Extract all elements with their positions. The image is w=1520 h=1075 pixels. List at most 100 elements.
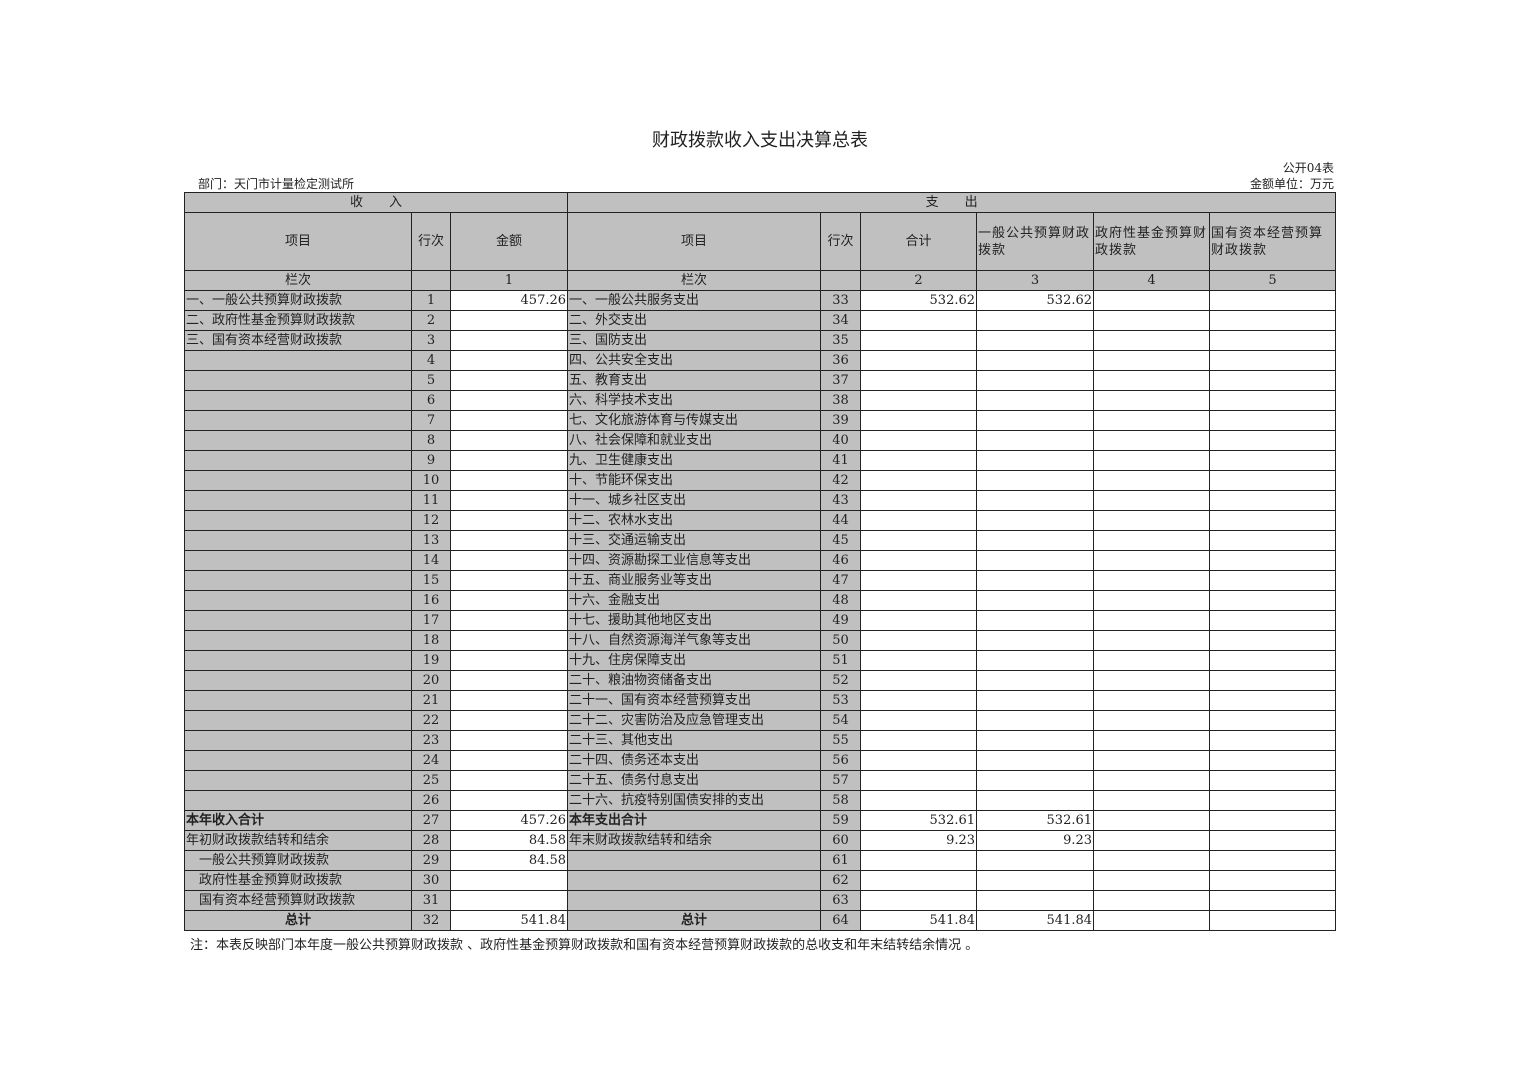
- expense-general-cell: [976, 470, 1095, 491]
- expense-fund-cell: [1093, 770, 1211, 791]
- income-amount-cell: [449, 790, 569, 811]
- col-num-4: 4: [1093, 270, 1211, 291]
- expense-general-cell: [976, 390, 1095, 411]
- income-item-cell: 国有资本经营预算财政拨款: [184, 890, 412, 911]
- income-line-cell: 16: [411, 590, 451, 611]
- expense-general-cell: [976, 590, 1095, 611]
- expense-total-cell: [860, 430, 978, 451]
- expense-line-cell: 52: [820, 670, 862, 691]
- income-item-cell: 总计: [184, 910, 412, 931]
- expense-total-cell: [860, 330, 978, 351]
- expense-item-cell: 二十六、抗疫特别国债安排的支出: [567, 790, 822, 811]
- income-amount-cell: [449, 510, 569, 531]
- expense-state-cell: [1209, 670, 1337, 691]
- table-row: 13 十三、交通运输支出 45: [184, 530, 1337, 551]
- col-fund: 政府性基金预算财政拨款: [1093, 212, 1211, 271]
- footnote: 注：本表反映部门本年度一般公共预算财政拨款 、政府性基金预算财政拨款和国有资本经…: [190, 938, 979, 953]
- expense-line-cell: 54: [820, 710, 862, 731]
- expense-line-cell: 51: [820, 650, 862, 671]
- table-row: 本年收入合计 27 457.26 本年支出合计 59 532.61 532.61: [184, 810, 1337, 831]
- table-row: 6 六、科学技术支出 38: [184, 390, 1337, 411]
- income-line-cell: 3: [411, 330, 451, 351]
- income-line-cell: 10: [411, 470, 451, 491]
- unit-label: 金额单位：万元: [1249, 177, 1334, 191]
- expense-state-cell: [1209, 890, 1337, 911]
- expense-fund-cell: [1093, 430, 1211, 451]
- expense-item-cell: 二十五、债务付息支出: [567, 770, 822, 791]
- table-row: 11 十一、城乡社区支出 43: [184, 490, 1337, 511]
- expense-line-cell: 64: [820, 910, 862, 931]
- expense-total-cell: [860, 510, 978, 531]
- expense-general-cell: [976, 710, 1095, 731]
- expense-item-cell: 十七、援助其他地区支出: [567, 610, 822, 631]
- income-line-cell: 22: [411, 710, 451, 731]
- table-row: 25 二十五、债务付息支出 57: [184, 770, 1337, 791]
- col-num-1: 1: [449, 270, 569, 291]
- expense-line-cell: 56: [820, 750, 862, 771]
- expense-total-cell: [860, 550, 978, 571]
- expense-fund-cell: [1093, 470, 1211, 491]
- income-item-cell: [184, 570, 412, 591]
- income-item-cell: [184, 510, 412, 531]
- income-amount-cell: [449, 630, 569, 651]
- expense-general-cell: 532.62: [976, 290, 1095, 311]
- expense-line-cell: 43: [820, 490, 862, 511]
- income-amount-cell: [449, 450, 569, 471]
- col-amount: 金额: [449, 212, 569, 271]
- expense-general-cell: [976, 430, 1095, 451]
- income-line-cell: 5: [411, 370, 451, 391]
- income-amount-cell: [449, 570, 569, 591]
- expense-total-cell: [860, 530, 978, 551]
- income-item-cell: [184, 630, 412, 651]
- income-line-cell: 23: [411, 730, 451, 751]
- expense-line-cell: 38: [820, 390, 862, 411]
- income-item-cell: [184, 710, 412, 731]
- expense-item-cell: 二十四、债务还本支出: [567, 750, 822, 771]
- expense-item-cell: 十四、资源勘探工业信息等支出: [567, 550, 822, 571]
- expense-fund-cell: [1093, 530, 1211, 551]
- expense-item-cell: 五、教育支出: [567, 370, 822, 391]
- expense-line-cell: 46: [820, 550, 862, 571]
- expense-fund-cell: [1093, 610, 1211, 631]
- expense-general-cell: [976, 550, 1095, 571]
- expense-total-cell: [860, 750, 978, 771]
- income-amount-cell: 457.26: [449, 290, 569, 311]
- table-row: 14 十四、资源勘探工业信息等支出 46: [184, 550, 1337, 571]
- expense-item-cell: 总计: [567, 910, 822, 931]
- income-amount-cell: [449, 370, 569, 391]
- table-row: 7 七、文化旅游体育与传媒支出 39: [184, 410, 1337, 431]
- table-row: 三、国有资本经营财政拨款 3 三、国防支出 35: [184, 330, 1337, 351]
- income-amount-cell: [449, 750, 569, 771]
- expense-state-cell: [1209, 650, 1337, 671]
- income-amount-cell: 84.58: [449, 830, 569, 851]
- expense-general-cell: 541.84: [976, 910, 1095, 931]
- expense-general-cell: [976, 510, 1095, 531]
- income-line-cell: 6: [411, 390, 451, 411]
- expense-line-cell: 50: [820, 630, 862, 651]
- income-amount-cell: [449, 330, 569, 351]
- table-row: 18 十八、自然资源海洋气象等支出 50: [184, 630, 1337, 651]
- expense-state-cell: [1209, 850, 1337, 871]
- income-line-cell: 9: [411, 450, 451, 471]
- expense-fund-cell: [1093, 410, 1211, 431]
- table-row: 一、一般公共预算财政拨款 1 457.26 一、一般公共服务支出 33 532.62 532…: [184, 290, 1337, 311]
- expense-item-cell: 十二、农林水支出: [567, 510, 822, 531]
- income-line-cell: 7: [411, 410, 451, 431]
- table-row: 21 二十一、国有资本经营预算支出 53: [184, 690, 1337, 711]
- income-item-cell: [184, 650, 412, 671]
- expense-total-cell: [860, 470, 978, 491]
- income-item-cell: 政府性基金预算财政拨款: [184, 870, 412, 891]
- expense-state-cell: [1209, 390, 1337, 411]
- col-item-expense: 项目: [567, 212, 822, 271]
- expense-general-cell: [976, 350, 1095, 371]
- expense-header: 支 出: [567, 192, 1337, 213]
- income-line-cell: 29: [411, 850, 451, 871]
- col-state: 国有资本经营预算财政拨款: [1209, 212, 1337, 271]
- income-amount-cell: [449, 610, 569, 631]
- expense-item-cell: 二十三、其他支出: [567, 730, 822, 751]
- expense-general-cell: [976, 790, 1095, 811]
- income-line-cell: 24: [411, 750, 451, 771]
- expense-fund-cell: [1093, 370, 1211, 391]
- income-item-cell: [184, 450, 412, 471]
- expense-line-cell: 37: [820, 370, 862, 391]
